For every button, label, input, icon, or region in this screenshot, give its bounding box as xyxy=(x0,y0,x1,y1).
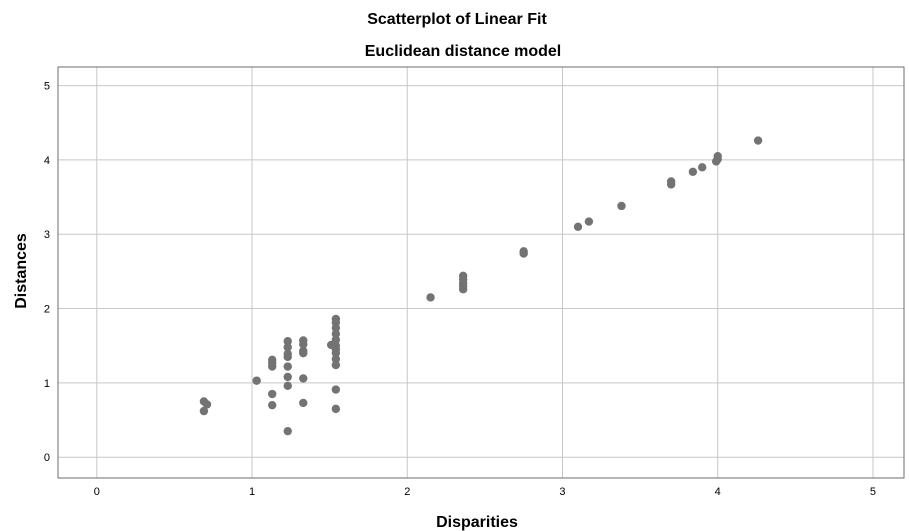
data-point xyxy=(283,337,292,346)
y-axis-title: Distances xyxy=(13,233,30,309)
data-point xyxy=(753,136,763,145)
data-point xyxy=(584,217,594,226)
data-point xyxy=(283,426,292,436)
chart-subtitle: Euclidean distance model xyxy=(365,43,562,60)
data-point xyxy=(283,381,292,391)
data-point xyxy=(283,372,292,382)
data-point xyxy=(331,323,341,333)
data-points xyxy=(199,136,763,436)
data-point xyxy=(519,249,528,258)
x-tick-label: 2 xyxy=(404,486,410,498)
data-point xyxy=(698,163,707,172)
x-tick-label: 5 xyxy=(870,486,876,498)
data-point xyxy=(283,352,292,362)
data-point xyxy=(299,340,308,349)
data-point xyxy=(331,360,341,370)
y-tick-label: 4 xyxy=(44,155,50,167)
data-point xyxy=(299,374,308,383)
data-point xyxy=(331,385,341,394)
x-tick-label: 3 xyxy=(559,486,565,498)
y-tick-label: 0 xyxy=(44,452,50,464)
data-point xyxy=(283,342,292,352)
data-point xyxy=(199,406,209,416)
data-point xyxy=(331,354,341,364)
data-point xyxy=(202,400,212,409)
x-tick-label: 1 xyxy=(249,486,255,498)
data-point xyxy=(331,404,341,414)
data-point xyxy=(283,362,292,371)
data-point xyxy=(711,157,721,166)
plot-frame xyxy=(57,66,905,479)
y-tick-label: 2 xyxy=(44,304,50,316)
data-point xyxy=(299,398,308,408)
data-point xyxy=(458,285,468,294)
gridlines xyxy=(58,67,904,478)
data-point xyxy=(268,400,277,410)
data-point xyxy=(617,201,626,211)
x-axis-title: Disparities xyxy=(436,514,518,531)
data-point xyxy=(252,376,261,385)
data-point xyxy=(426,293,435,302)
data-point xyxy=(331,335,341,344)
data-point xyxy=(299,348,308,358)
y-tick-label: 1 xyxy=(44,378,50,390)
x-tick-label: 4 xyxy=(715,486,721,498)
data-point xyxy=(268,362,277,371)
x-tick-label: 0 xyxy=(94,486,100,498)
data-point xyxy=(688,167,698,176)
data-point xyxy=(331,329,341,339)
data-point xyxy=(573,222,583,231)
data-point xyxy=(268,389,277,399)
data-point xyxy=(331,348,341,358)
y-tick-label: 3 xyxy=(44,229,50,241)
chart-title: Scatterplot of Linear Fit xyxy=(367,11,547,28)
data-point xyxy=(666,180,676,189)
y-tick-label: 5 xyxy=(44,81,50,93)
tick-labels: 0 1 2 3 4 5 0 1 2 3 4 5 xyxy=(44,81,876,498)
